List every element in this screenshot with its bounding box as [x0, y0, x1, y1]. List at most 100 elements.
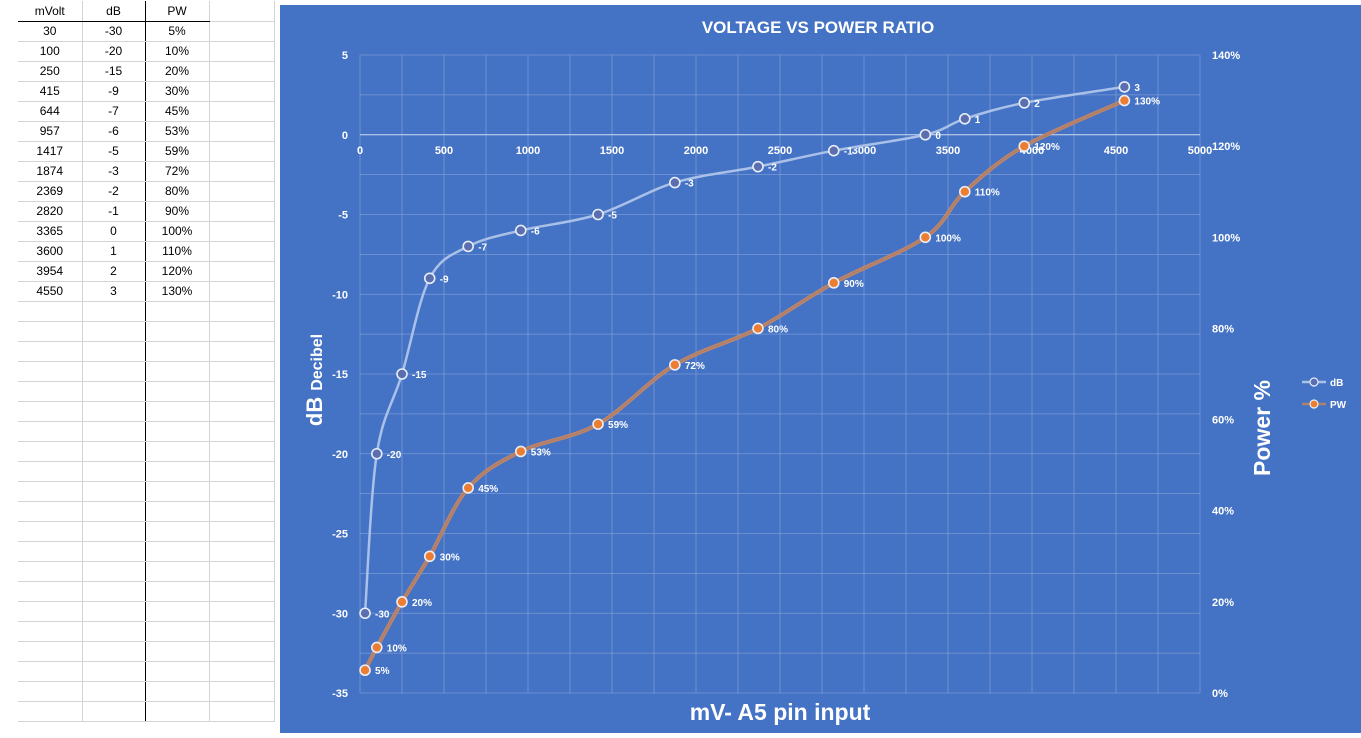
cell-empty[interactable] — [209, 541, 275, 562]
cell-empty[interactable] — [82, 361, 146, 382]
cell-empty[interactable] — [18, 361, 83, 382]
cell-mvolt[interactable]: 644 — [18, 101, 83, 122]
cell-mvolt[interactable]: 415 — [18, 81, 83, 102]
cell-empty[interactable] — [209, 601, 275, 622]
cell-empty[interactable] — [209, 561, 275, 582]
cell-empty[interactable] — [82, 501, 146, 522]
cell-empty[interactable] — [209, 381, 275, 402]
cell-empty[interactable] — [209, 181, 275, 202]
cell-empty[interactable] — [209, 441, 275, 462]
cell-empty[interactable] — [82, 561, 146, 582]
cell-mvolt[interactable]: 2820 — [18, 201, 83, 222]
cell-db[interactable]: 3 — [82, 281, 146, 302]
cell-pw[interactable]: 80% — [145, 181, 210, 202]
cell-empty[interactable] — [209, 81, 275, 102]
cell-empty[interactable] — [209, 321, 275, 342]
cell-empty[interactable] — [209, 521, 275, 542]
cell-empty[interactable] — [145, 301, 210, 322]
cell-pw[interactable]: 120% — [145, 261, 210, 282]
cell-empty[interactable] — [209, 501, 275, 522]
cell-db[interactable]: 2 — [82, 261, 146, 282]
cell-db[interactable]: -1 — [82, 201, 146, 222]
cell-db[interactable]: dB — [82, 1, 146, 22]
cell-empty[interactable] — [82, 601, 146, 622]
cell-empty[interactable] — [209, 681, 275, 702]
cell-empty[interactable] — [145, 561, 210, 582]
cell-empty[interactable] — [209, 201, 275, 222]
cell-empty[interactable] — [145, 361, 210, 382]
cell-pw[interactable]: 130% — [145, 281, 210, 302]
cell-empty[interactable] — [209, 221, 275, 242]
cell-empty[interactable] — [82, 481, 146, 502]
cell-empty[interactable] — [209, 701, 275, 722]
cell-empty[interactable] — [82, 301, 146, 322]
cell-empty[interactable] — [145, 501, 210, 522]
cell-mvolt[interactable]: 957 — [18, 121, 83, 142]
cell-empty[interactable] — [82, 521, 146, 542]
cell-pw[interactable]: 10% — [145, 41, 210, 62]
cell-empty[interactable] — [18, 301, 83, 322]
cell-empty[interactable] — [145, 541, 210, 562]
cell-pw[interactable]: 90% — [145, 201, 210, 222]
cell-empty[interactable] — [209, 41, 275, 62]
cell-mvolt[interactable]: 2369 — [18, 181, 83, 202]
cell-mvolt[interactable]: 1874 — [18, 161, 83, 182]
cell-empty[interactable] — [209, 61, 275, 82]
cell-empty[interactable] — [18, 421, 83, 442]
cell-db[interactable]: 1 — [82, 241, 146, 262]
cell-empty[interactable] — [82, 441, 146, 462]
cell-empty[interactable] — [209, 401, 275, 422]
cell-empty[interactable] — [209, 141, 275, 162]
cell-empty[interactable] — [18, 341, 83, 362]
cell-mvolt[interactable]: 3600 — [18, 241, 83, 262]
cell-mvolt[interactable]: 3954 — [18, 261, 83, 282]
cell-db[interactable]: -6 — [82, 121, 146, 142]
cell-empty[interactable] — [82, 581, 146, 602]
cell-empty[interactable] — [145, 661, 210, 682]
cell-db[interactable]: -30 — [82, 21, 146, 42]
cell-pw[interactable]: 110% — [145, 241, 210, 262]
cell-empty[interactable] — [18, 401, 83, 422]
cell-empty[interactable] — [18, 541, 83, 562]
cell-empty[interactable] — [145, 641, 210, 662]
cell-empty[interactable] — [145, 521, 210, 542]
cell-empty[interactable] — [18, 561, 83, 582]
cell-empty[interactable] — [209, 1, 275, 22]
cell-empty[interactable] — [145, 421, 210, 442]
cell-pw[interactable]: 5% — [145, 21, 210, 42]
cell-pw[interactable]: 72% — [145, 161, 210, 182]
cell-empty[interactable] — [82, 461, 146, 482]
cell-empty[interactable] — [82, 401, 146, 422]
cell-empty[interactable] — [18, 701, 83, 722]
cell-empty[interactable] — [18, 661, 83, 682]
cell-empty[interactable] — [209, 361, 275, 382]
cell-empty[interactable] — [209, 421, 275, 442]
cell-mvolt[interactable]: 3365 — [18, 221, 83, 242]
cell-empty[interactable] — [209, 301, 275, 322]
cell-empty[interactable] — [18, 501, 83, 522]
cell-db[interactable]: -20 — [82, 41, 146, 62]
cell-empty[interactable] — [82, 661, 146, 682]
cell-empty[interactable] — [82, 701, 146, 722]
cell-empty[interactable] — [145, 441, 210, 462]
cell-empty[interactable] — [209, 621, 275, 642]
cell-pw[interactable]: 53% — [145, 121, 210, 142]
cell-mvolt[interactable]: 250 — [18, 61, 83, 82]
cell-mvolt[interactable]: 4550 — [18, 281, 83, 302]
cell-pw[interactable]: 100% — [145, 221, 210, 242]
cell-empty[interactable] — [82, 621, 146, 642]
cell-empty[interactable] — [18, 381, 83, 402]
cell-empty[interactable] — [145, 341, 210, 362]
cell-empty[interactable] — [145, 461, 210, 482]
cell-empty[interactable] — [145, 621, 210, 642]
cell-empty[interactable] — [145, 581, 210, 602]
cell-empty[interactable] — [82, 641, 146, 662]
cell-pw[interactable]: PW — [145, 1, 210, 22]
cell-empty[interactable] — [82, 341, 146, 362]
cell-empty[interactable] — [18, 461, 83, 482]
cell-mvolt[interactable]: 100 — [18, 41, 83, 62]
cell-empty[interactable] — [209, 581, 275, 602]
cell-db[interactable]: -2 — [82, 181, 146, 202]
cell-empty[interactable] — [18, 521, 83, 542]
cell-empty[interactable] — [209, 341, 275, 362]
